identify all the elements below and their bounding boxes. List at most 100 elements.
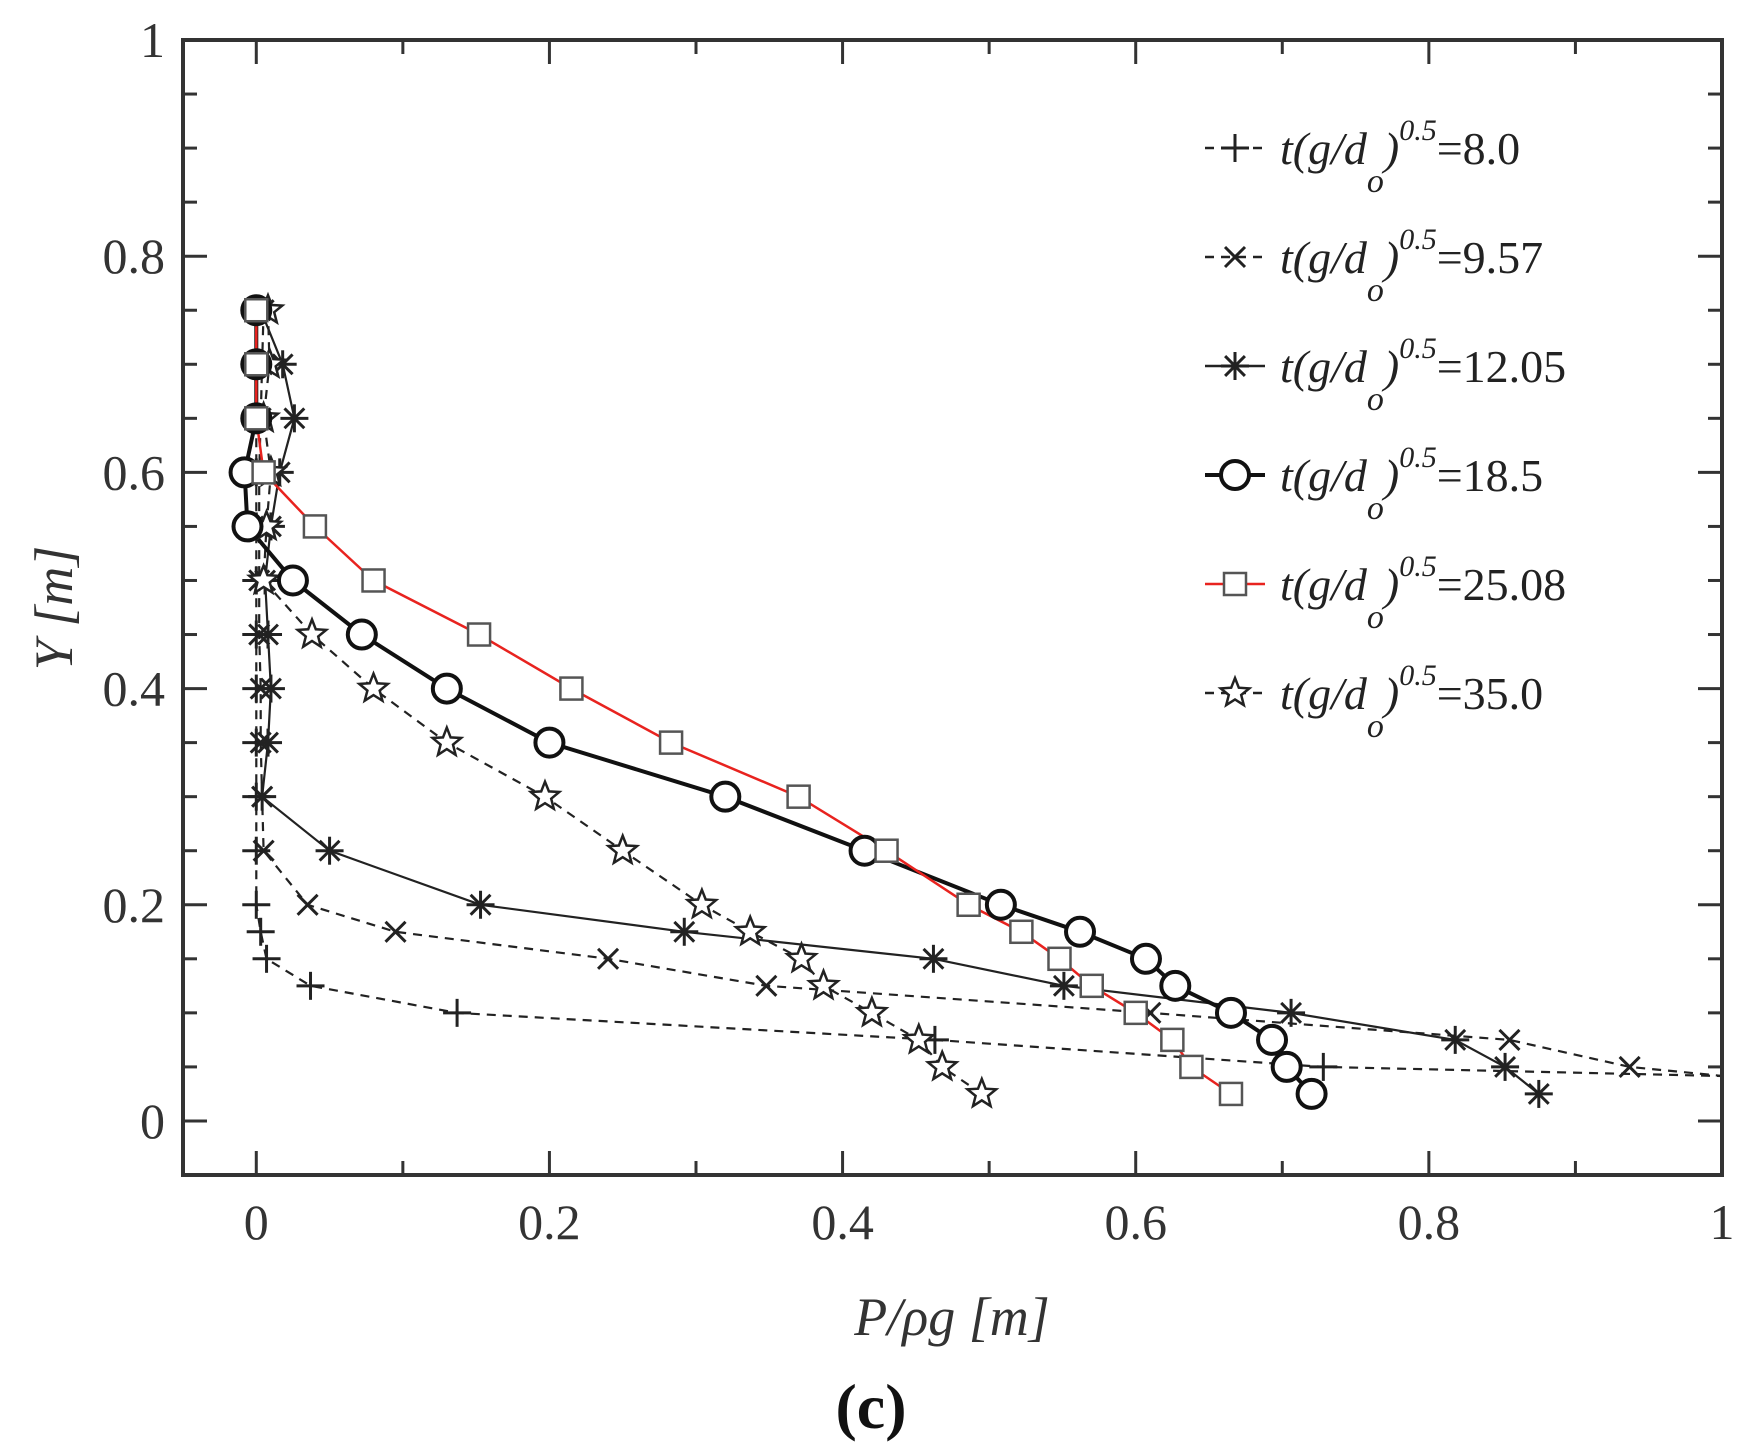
legend-label-sub: o [1367,272,1384,309]
legend-label-value: =18.5 [1437,450,1543,501]
data-point-s2-9 [248,782,277,811]
legend-label-sup: 0.5 [1399,550,1437,583]
data-point-s3-5 [276,564,309,597]
data-point-s5-7 [356,670,392,704]
data-point-s2-12 [670,917,699,946]
data-point-s2-14 [1049,971,1078,1000]
legend-label-value: =35.0 [1437,668,1543,719]
legend-label-sup: 0.5 [1399,332,1437,365]
data-point-s4-17 [1179,1054,1204,1080]
legend-label: t(g/do)0.5=12.05 [1280,332,1566,418]
data-point-s4-14 [1079,973,1104,999]
legend-label-paren: ) [1381,450,1399,501]
data-point-s3-17 [1270,1050,1303,1083]
x-tick-label: 0 [244,1194,269,1250]
legend-label-value: =25.08 [1437,559,1566,610]
data-point-s5-17 [924,1048,960,1082]
x-tick-label: 0.4 [811,1194,874,1250]
legend-label-value: =9.57 [1437,232,1543,283]
data-point-s5-14 [806,967,842,1001]
x-tick-label: 0.8 [1398,1194,1461,1250]
series-line-3 [242,310,1314,1096]
legend-label-paren: ) [1381,232,1399,283]
data-point-s3-14 [1159,969,1192,1002]
legend-label-sub: o [1367,599,1384,636]
legend-entry-4: t(g/do)0.5=25.08 [1205,550,1566,636]
y-tick-label: 0 [140,1093,165,1149]
data-point-s4-15 [1123,1000,1148,1026]
legend-label: t(g/do)0.5=35.0 [1280,659,1543,745]
legend-marker [1219,459,1251,491]
data-point-s2-11 [466,890,495,919]
data-point-s3-7 [430,672,463,705]
data-point-s5-9 [527,778,563,812]
legend-label-sub: o [1367,490,1384,527]
data-point-s1-12 [384,920,407,943]
data-point-s4-6 [466,622,492,647]
legend-marker [1223,245,1247,269]
data-point-s5-5 [246,562,282,596]
panel-label: (c) [835,1371,907,1442]
data-point-s5-15 [854,994,890,1028]
data-point-s2-16 [1441,1025,1470,1054]
y-axis-title: Y [m] [24,546,84,671]
data-point-s5-8 [429,724,465,758]
data-point-s2-10 [315,836,344,865]
y-tick-label: 0.6 [103,444,166,500]
y-tick-labels: 0 0.2 0.4 0.6 0.8 1 [103,12,166,1149]
data-point-s4-4 [302,514,328,539]
y-tick-label: 1 [140,12,165,68]
legend-marker [1221,134,1249,162]
data-point-s4-1 [244,352,269,377]
legend-marker [1222,571,1248,597]
legend-label-value: =8.0 [1437,123,1520,174]
legend-label-sub: o [1367,381,1384,418]
legend-label-sub: o [1367,163,1384,200]
data-point-s3-8 [533,726,566,759]
legend-label-prefix: t(g/d [1280,123,1368,174]
legend-label: t(g/do)0.5=18.5 [1280,441,1543,527]
legend-label-paren: ) [1381,559,1399,610]
data-point-s5-16 [901,1021,937,1055]
legend-marker [1217,674,1253,708]
data-point-s3-9 [709,780,742,813]
data-point-s4-3 [251,460,276,485]
x-axis-title: P/ρg [m] [853,1287,1049,1347]
data-point-s0-12 [246,917,275,946]
data-point-s1-11 [296,893,319,916]
data-point-s4-10 [874,838,899,863]
y-tick-label: 0.4 [103,661,166,717]
y-tick-label: 0.8 [103,228,166,284]
series-line-5 [262,310,983,1095]
data-point-s3-12 [1064,915,1097,948]
legend-label: t(g/do)0.5=9.57 [1280,223,1543,309]
data-point-s0-10 [242,836,271,865]
legend-label-prefix: t(g/d [1280,232,1368,283]
axis-ticks [183,38,1724,1175]
legend-entry-5: t(g/do)0.5=35.0 [1205,659,1543,745]
data-point-s4-16 [1160,1027,1185,1053]
data-point-s4-18 [1218,1081,1244,1107]
data-point-s4-8 [658,730,684,755]
data-point-s2-15 [1277,998,1306,1027]
data-point-s4-5 [361,568,386,593]
legend-entry-1: t(g/do)0.5=9.57 [1205,223,1543,309]
legend-marker [1221,352,1249,380]
data-point-s4-2 [244,406,269,431]
data-point-s1-13 [596,947,620,970]
data-point-s2-13 [919,944,948,973]
data-point-s4-0 [244,297,269,323]
data-point-s3-6 [345,618,378,651]
legend-label-sup: 0.5 [1399,659,1437,692]
data-point-s4-7 [559,676,584,701]
data-point-s0-13 [252,944,281,973]
legend-label-sup: 0.5 [1399,114,1437,147]
data-point-s3-15 [1214,996,1247,1029]
data-point-s3-4 [231,510,264,543]
x-tick-labels: 0 0.2 0.4 0.6 0.8 1 [244,1194,1735,1250]
legend-label-sup: 0.5 [1399,223,1437,256]
legend-label-prefix: t(g/d [1280,341,1368,392]
data-point-s1-10 [252,839,275,862]
legend-label-prefix: t(g/d [1280,450,1368,501]
data-point-s4-13 [1047,946,1072,972]
